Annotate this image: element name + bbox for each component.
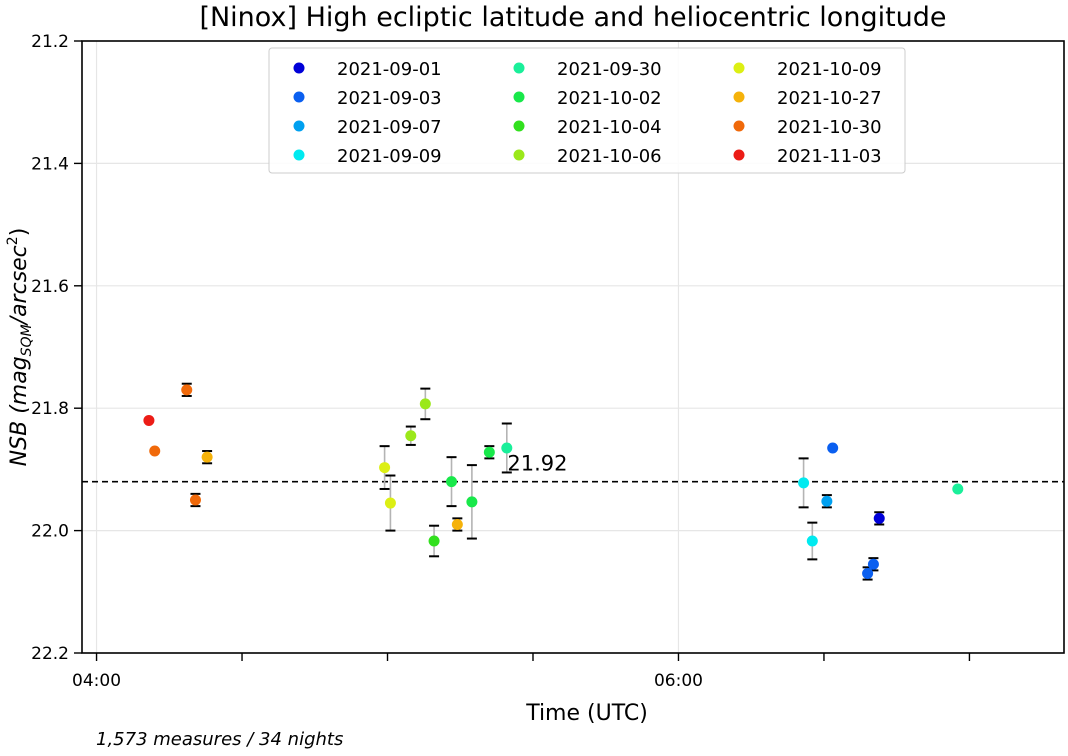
data-point	[379, 462, 391, 474]
reference-layer: 21.92	[82, 452, 1064, 483]
data-point	[952, 483, 964, 495]
y-tick-label: 21.8	[31, 399, 69, 419]
data-point	[446, 476, 458, 488]
legend-label: 2021-10-27	[777, 88, 882, 109]
plot-frame	[81, 40, 1065, 654]
data-point	[149, 445, 161, 457]
legend-marker	[733, 91, 745, 103]
data-point	[827, 442, 839, 454]
data-point	[867, 558, 879, 570]
data-point	[483, 446, 495, 458]
y-tick-label: 22.0	[31, 522, 69, 542]
legend-marker	[293, 149, 305, 161]
y-tick-label: 21.6	[31, 277, 69, 297]
point-layer	[143, 384, 964, 579]
data-point	[201, 451, 213, 463]
legend-label: 2021-11-03	[777, 146, 882, 167]
data-point	[189, 494, 201, 506]
data-point	[384, 497, 396, 509]
legend-box	[268, 47, 906, 174]
legend-marker	[293, 62, 305, 74]
legend-marker	[293, 91, 305, 103]
y-axis-label: NSB (magSQM/arcsec2)	[5, 228, 35, 467]
data-point	[873, 512, 885, 524]
chart-title: [Ninox] High ecliptic latitude and helio…	[199, 2, 946, 33]
legend-marker	[513, 62, 525, 74]
tick-layer: 21.2 21.4 21.6 21.8 22.0 22.204:00 06:00	[31, 32, 971, 691]
legend-marker	[513, 120, 525, 132]
legend-marker	[733, 120, 745, 132]
legend-marker	[293, 120, 305, 132]
data-point	[466, 496, 478, 508]
legend-label: 2021-09-30	[557, 59, 662, 80]
data-point	[862, 567, 874, 579]
data-point	[419, 398, 431, 410]
legend-label: 2021-10-30	[777, 117, 882, 138]
data-point	[451, 518, 463, 530]
legend-label: 2021-09-07	[337, 117, 442, 138]
x-tick-label: 06:00	[654, 671, 703, 691]
legend-marker	[513, 91, 525, 103]
y-tick-label: 21.2	[31, 32, 69, 52]
x-tick-label: 04:00	[72, 671, 121, 691]
legend-marker	[513, 149, 525, 161]
data-point	[501, 442, 513, 454]
legend-marker	[733, 149, 745, 161]
data-point	[143, 414, 155, 426]
data-point	[181, 384, 193, 396]
legend-label: 2021-09-01	[337, 59, 442, 80]
reference-line-label: 21.92	[507, 452, 567, 476]
data-point	[798, 477, 810, 489]
legend-label: 2021-09-03	[337, 88, 442, 109]
data-point	[405, 430, 417, 442]
legend-label: 2021-10-06	[557, 146, 662, 167]
data-point	[428, 535, 440, 547]
legend-label: 2021-10-02	[557, 88, 662, 109]
footnote: 1,573 measures / 34 nights	[96, 729, 344, 750]
legend-label: 2021-10-09	[777, 59, 882, 80]
data-point	[821, 495, 833, 507]
legend-label: 2021-10-04	[557, 117, 662, 138]
x-axis-label: Time (UTC)	[525, 701, 648, 726]
legend-label: 2021-09-09	[337, 146, 442, 167]
data-point	[806, 535, 818, 547]
legend: 2021-09-01 2021-09-03 2021-09-07 2021-09-09…	[268, 47, 906, 174]
y-tick-label: 22.2	[31, 644, 69, 664]
legend-marker	[733, 62, 745, 74]
y-tick-label: 21.4	[31, 154, 69, 174]
